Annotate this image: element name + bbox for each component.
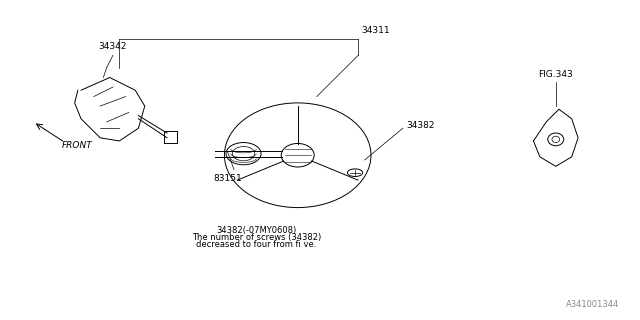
Text: 34342: 34342 [99, 42, 127, 51]
Text: 34382: 34382 [406, 121, 435, 130]
Text: 83151: 83151 [213, 174, 242, 183]
Text: A341001344: A341001344 [566, 300, 620, 309]
Text: FIG.343: FIG.343 [538, 70, 573, 79]
Text: 34311: 34311 [362, 26, 390, 35]
Text: The number of screws (34382): The number of screws (34382) [191, 234, 321, 243]
Text: 34382(-07MY0608): 34382(-07MY0608) [216, 226, 296, 235]
Text: decreased to four from fi ve.: decreased to four from fi ve. [196, 240, 316, 249]
Text: FRONT: FRONT [62, 141, 93, 150]
